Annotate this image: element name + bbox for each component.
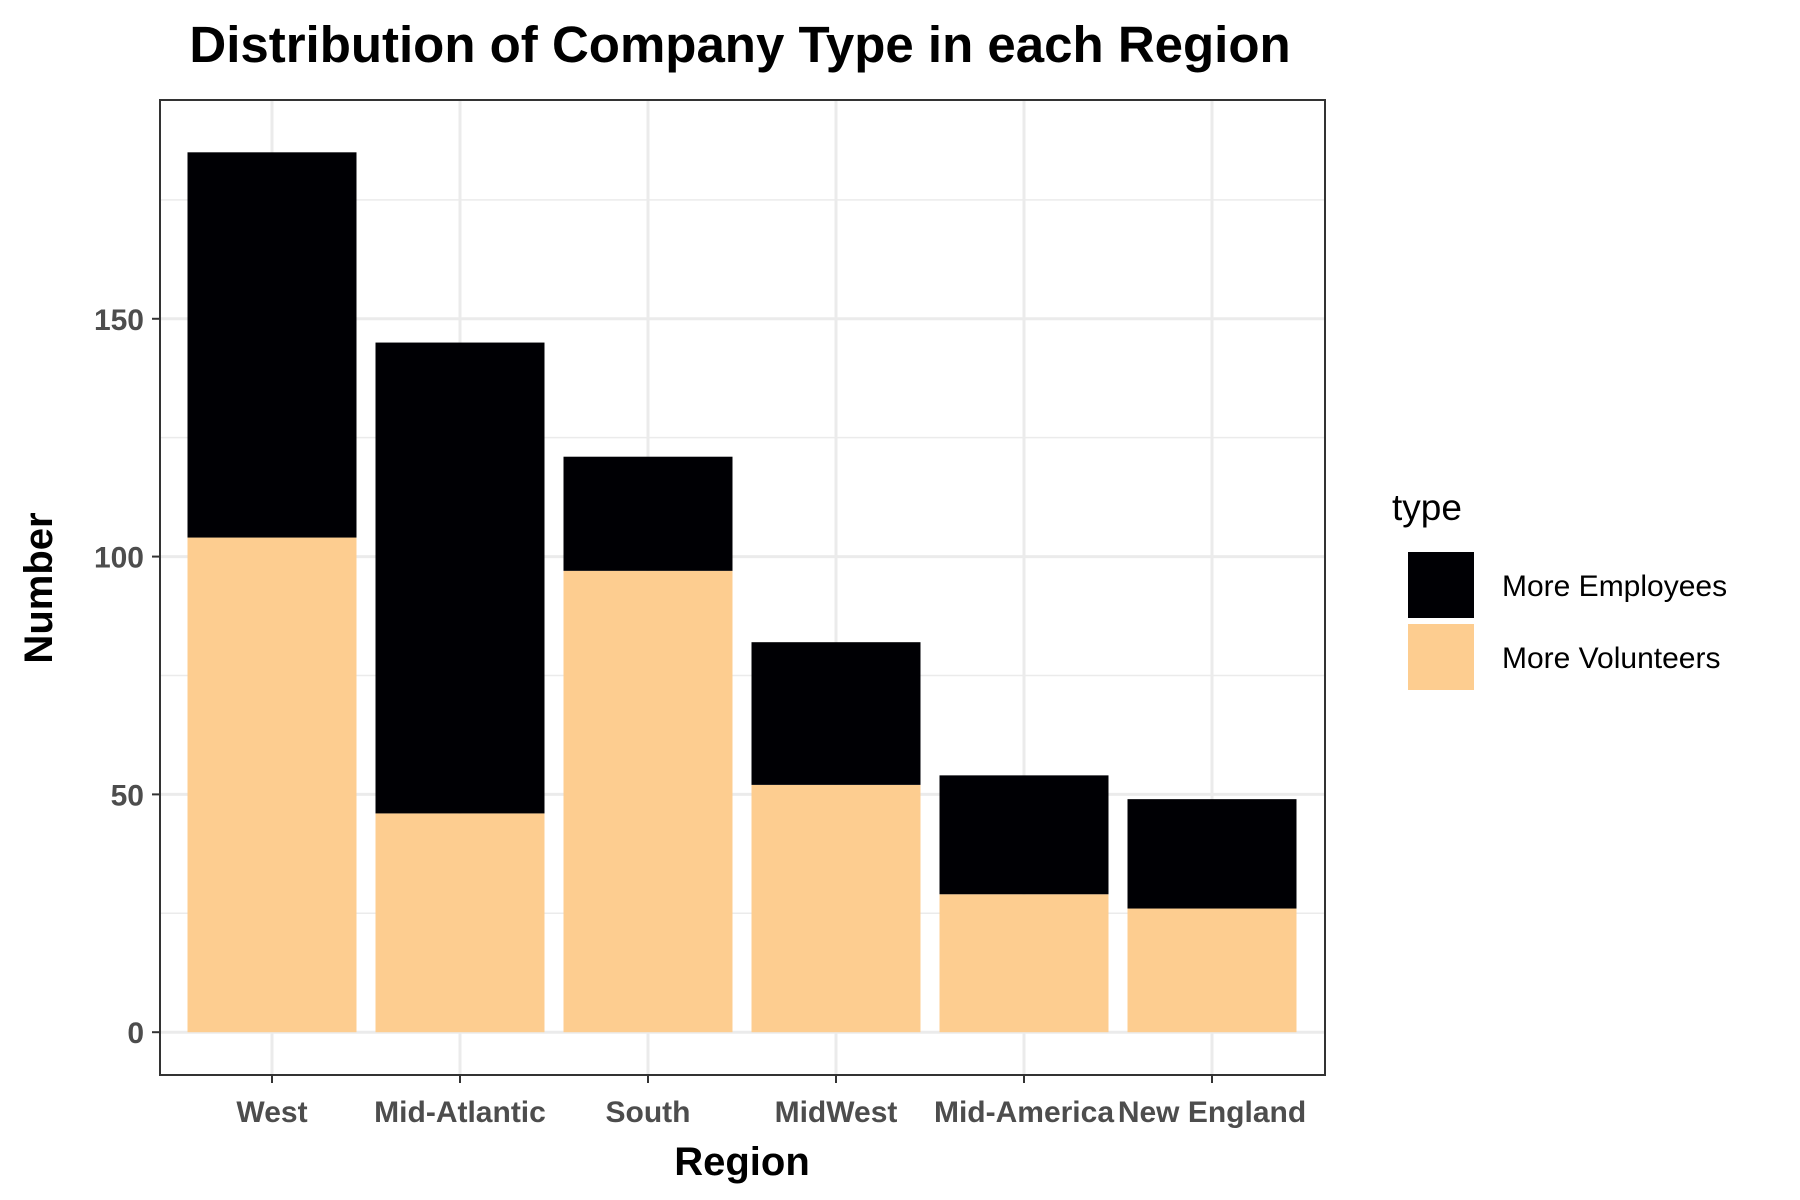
y-axis-ticks: 0 50 100 150 [94, 304, 160, 1050]
legend-title: type [1392, 487, 1462, 528]
legend: More Employees More Volunteers [1408, 552, 1727, 690]
y-tick-label: 100 [94, 542, 144, 575]
bar-more-employees-new-england [1127, 799, 1297, 909]
bar-more-employees-west [187, 152, 357, 538]
x-axis-title: Region [674, 1140, 810, 1184]
bar-more-volunteers-new-england [1127, 908, 1297, 1033]
bar-more-volunteers-south [563, 570, 733, 1033]
bar-more-employees-mid-america [939, 775, 1109, 895]
bar-more-volunteers-mid-america [939, 894, 1109, 1033]
legend-label: More Volunteers [1502, 642, 1720, 675]
legend-key-more-employees [1408, 552, 1474, 618]
x-tick-label: MidWest [775, 1096, 898, 1129]
bars [187, 152, 1297, 1033]
x-axis-ticks: West Mid-Atlantic South MidWest Mid-America N… [236, 1075, 1306, 1129]
bar-more-volunteers-midwest [751, 784, 921, 1033]
plot-panel-border [159, 99, 1326, 1076]
x-tick-label: Mid-Atlantic [374, 1096, 546, 1129]
y-tick-label: 50 [111, 779, 144, 812]
y-axis-title: Number [17, 512, 61, 663]
x-tick-label: South [606, 1096, 691, 1129]
x-tick-label: New England [1118, 1096, 1306, 1129]
bar-more-volunteers-mid-atlantic [375, 813, 545, 1033]
bar-more-employees-mid-atlantic [375, 342, 545, 814]
x-tick-label: Mid-America [934, 1096, 1114, 1129]
x-tick-label: West [236, 1096, 307, 1129]
bar-more-employees-south [563, 456, 733, 571]
chart-title: Distribution of Company Type in each Reg… [189, 16, 1290, 73]
legend-label: More Employees [1502, 570, 1727, 603]
y-tick-label: 0 [127, 1017, 144, 1050]
legend-key-more-volunteers [1408, 624, 1474, 690]
bar-more-volunteers-west [187, 537, 357, 1033]
bar-more-employees-midwest [751, 642, 921, 785]
y-tick-label: 150 [94, 304, 144, 337]
